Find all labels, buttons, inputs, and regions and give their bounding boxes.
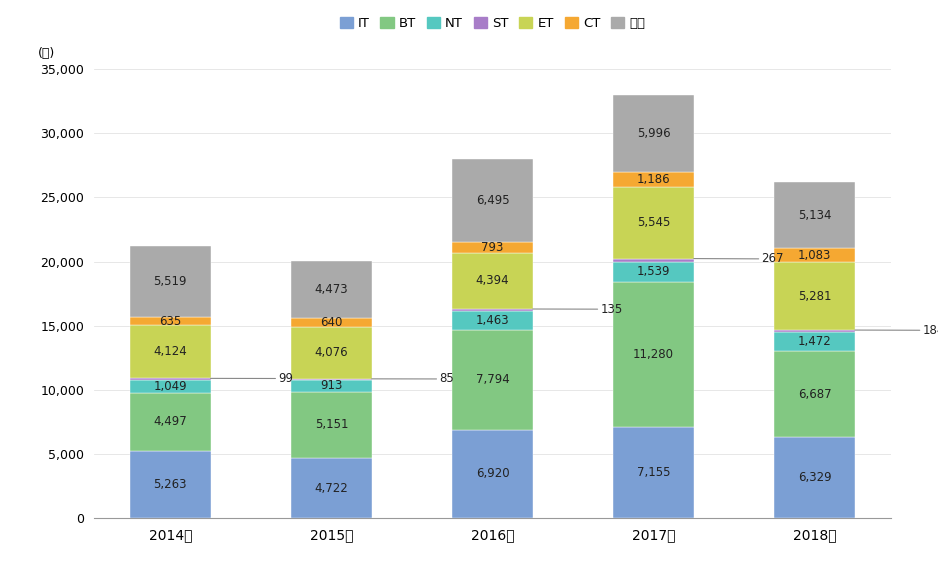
Bar: [452, 329, 533, 430]
Bar: [775, 351, 855, 437]
Text: 1,472: 1,472: [797, 335, 831, 348]
Bar: [291, 392, 371, 458]
Bar: [613, 262, 694, 282]
Bar: [775, 262, 855, 330]
Bar: [291, 319, 371, 327]
Text: 11,280: 11,280: [633, 348, 674, 361]
Bar: [452, 430, 533, 518]
Text: 99: 99: [210, 372, 294, 385]
Bar: [452, 242, 533, 253]
Text: 85: 85: [371, 373, 454, 385]
Text: 1,539: 1,539: [637, 266, 671, 278]
Bar: [291, 261, 371, 319]
Text: 135: 135: [533, 302, 623, 316]
Bar: [613, 427, 694, 518]
Bar: [775, 330, 855, 332]
Text: 5,151: 5,151: [314, 418, 348, 431]
Bar: [130, 451, 210, 518]
Bar: [613, 259, 694, 262]
Bar: [775, 437, 855, 518]
Text: 1,049: 1,049: [154, 380, 187, 393]
Text: 1,186: 1,186: [637, 173, 671, 186]
Text: 6,687: 6,687: [798, 388, 831, 401]
Text: 5,519: 5,519: [154, 275, 187, 289]
Text: 267: 267: [694, 252, 784, 266]
Bar: [291, 379, 371, 380]
Bar: [775, 248, 855, 262]
Bar: [130, 380, 210, 393]
Text: 4,722: 4,722: [314, 482, 348, 495]
Bar: [130, 325, 210, 378]
Bar: [775, 332, 855, 351]
Text: 1,083: 1,083: [798, 249, 831, 262]
Text: 5,281: 5,281: [798, 290, 831, 302]
Text: 5,545: 5,545: [637, 217, 671, 229]
Bar: [613, 95, 694, 172]
Text: 6,495: 6,495: [476, 194, 509, 207]
Text: 1,463: 1,463: [476, 314, 509, 327]
Text: 6,920: 6,920: [476, 468, 509, 480]
Text: 4,124: 4,124: [154, 346, 188, 358]
Bar: [775, 183, 855, 248]
Bar: [291, 327, 371, 379]
Text: 7,794: 7,794: [476, 373, 509, 386]
Text: 635: 635: [159, 315, 181, 328]
Text: 4,497: 4,497: [154, 415, 188, 429]
Bar: [130, 317, 210, 325]
Text: 4,394: 4,394: [476, 274, 509, 287]
Text: 5,134: 5,134: [798, 209, 831, 222]
Bar: [613, 187, 694, 259]
Bar: [452, 309, 533, 310]
Bar: [291, 380, 371, 392]
Text: 913: 913: [320, 380, 342, 392]
Text: 4,076: 4,076: [314, 346, 348, 359]
Bar: [613, 282, 694, 427]
Bar: [130, 378, 210, 380]
Text: 793: 793: [481, 241, 504, 254]
Legend: IT, BT, NT, ST, ET, CT, 기타: IT, BT, NT, ST, ET, CT, 기타: [340, 17, 645, 31]
Bar: [130, 247, 210, 317]
Text: 5,996: 5,996: [637, 127, 671, 140]
Text: 184: 184: [855, 324, 938, 337]
Bar: [452, 310, 533, 329]
Bar: [613, 172, 694, 187]
Text: 6,329: 6,329: [798, 471, 831, 484]
Bar: [452, 253, 533, 309]
Bar: [291, 458, 371, 518]
Text: 7,155: 7,155: [637, 466, 671, 479]
Text: (건): (건): [38, 47, 55, 60]
Bar: [452, 159, 533, 242]
Text: 4,473: 4,473: [314, 283, 348, 296]
Text: 5,263: 5,263: [154, 478, 187, 491]
Bar: [130, 393, 210, 451]
Text: 640: 640: [320, 316, 342, 329]
